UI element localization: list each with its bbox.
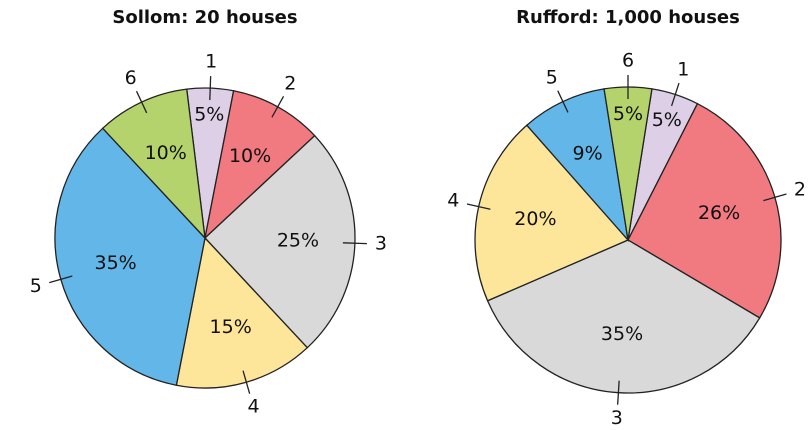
- chart-title: Rufford: 1,000 houses: [516, 7, 740, 28]
- category-label: 3: [611, 407, 623, 429]
- leader-line: [242, 370, 251, 394]
- value-label: 5%: [613, 103, 643, 125]
- value-label: 20%: [514, 208, 556, 230]
- leader-line: [557, 90, 569, 113]
- leader-line: [49, 275, 73, 284]
- category-label: 5: [546, 67, 558, 89]
- chart-title: Sollom: 20 houses: [112, 7, 297, 28]
- value-label: 5%: [652, 109, 682, 131]
- category-label: 1: [677, 58, 689, 80]
- category-label: 2: [794, 179, 806, 201]
- value-label: 10%: [145, 142, 187, 164]
- leader-line: [670, 82, 680, 107]
- category-label: 3: [375, 233, 387, 255]
- value-label: 35%: [601, 323, 643, 345]
- leader-line: [271, 95, 285, 118]
- category-label: 2: [284, 73, 296, 95]
- value-label: 15%: [210, 316, 252, 338]
- leader-line: [209, 76, 212, 101]
- value-label: 26%: [698, 202, 740, 224]
- leader-line: [616, 380, 620, 405]
- category-label: 4: [247, 396, 259, 418]
- category-label: 5: [30, 275, 42, 297]
- category-label: 6: [622, 50, 634, 72]
- value-label: 35%: [94, 252, 136, 274]
- category-label: 6: [125, 67, 137, 89]
- value-label: 10%: [229, 145, 271, 167]
- category-label: 4: [447, 189, 459, 211]
- leader-line: [342, 242, 367, 245]
- leader-line: [135, 90, 148, 114]
- category-label: 1: [205, 51, 217, 73]
- value-label: 25%: [277, 230, 319, 252]
- leader-line: [466, 203, 491, 210]
- value-label: 9%: [573, 143, 603, 165]
- leader-line: [763, 193, 787, 202]
- value-label: 5%: [194, 104, 224, 126]
